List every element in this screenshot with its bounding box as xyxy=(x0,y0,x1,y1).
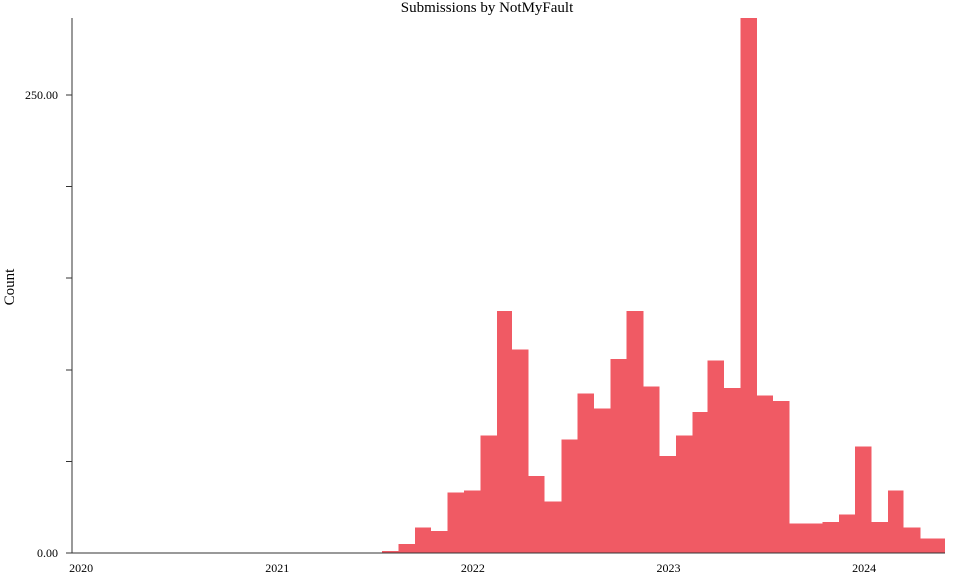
histogram-bar xyxy=(398,543,415,553)
x-tick-label: 2020 xyxy=(69,561,93,575)
x-axis: 2020 2021 2022 2023 2024 xyxy=(69,552,945,575)
histogram-bar xyxy=(838,514,855,553)
y-tick-label: 0.00 xyxy=(37,546,58,560)
y-axis-label: Count xyxy=(2,268,18,306)
histogram-bar xyxy=(789,523,807,553)
histogram-bar xyxy=(692,411,708,553)
histogram-bar xyxy=(577,393,594,553)
histogram-bar xyxy=(822,521,839,553)
histogram-bar xyxy=(610,358,627,553)
histogram-bar xyxy=(431,531,448,553)
histogram-bar xyxy=(756,395,773,553)
histogram-bar xyxy=(659,455,676,553)
histogram-bar xyxy=(643,386,660,553)
bars-group xyxy=(381,18,945,553)
histogram-bar xyxy=(414,527,432,553)
histogram-bar xyxy=(463,490,481,553)
histogram-bar xyxy=(936,538,945,553)
x-tick-label: 2023 xyxy=(656,561,680,575)
histogram-bar xyxy=(871,521,889,553)
histogram-bar xyxy=(854,446,872,553)
histogram-bar xyxy=(675,435,693,553)
histogram-bar xyxy=(447,492,464,553)
histogram-bar xyxy=(888,490,904,553)
histogram-bar xyxy=(381,551,399,553)
histogram-bar xyxy=(772,400,790,553)
histogram-bar xyxy=(740,18,757,553)
histogram-bar xyxy=(496,311,512,553)
x-tick-label: 2021 xyxy=(265,561,289,575)
histogram-bar xyxy=(920,538,937,553)
histogram-bar xyxy=(544,501,562,553)
chart-title: Submissions by NotMyFault xyxy=(401,0,574,16)
histogram-bar xyxy=(528,476,545,553)
histogram-bar xyxy=(806,523,823,553)
x-tick-label: 2024 xyxy=(852,561,876,575)
y-tick-label: 250.00 xyxy=(25,88,58,102)
y-axis: 0.00 250.00 xyxy=(25,18,73,560)
histogram-bar xyxy=(480,435,497,553)
histogram-bar xyxy=(707,360,725,553)
histogram-bar xyxy=(511,349,529,553)
histogram-bar xyxy=(903,527,921,553)
histogram-bar xyxy=(724,388,741,553)
x-tick-label: 2022 xyxy=(461,561,485,575)
histogram-bar xyxy=(561,439,578,553)
histogram-bar xyxy=(593,408,611,553)
histogram-bar xyxy=(626,311,644,553)
